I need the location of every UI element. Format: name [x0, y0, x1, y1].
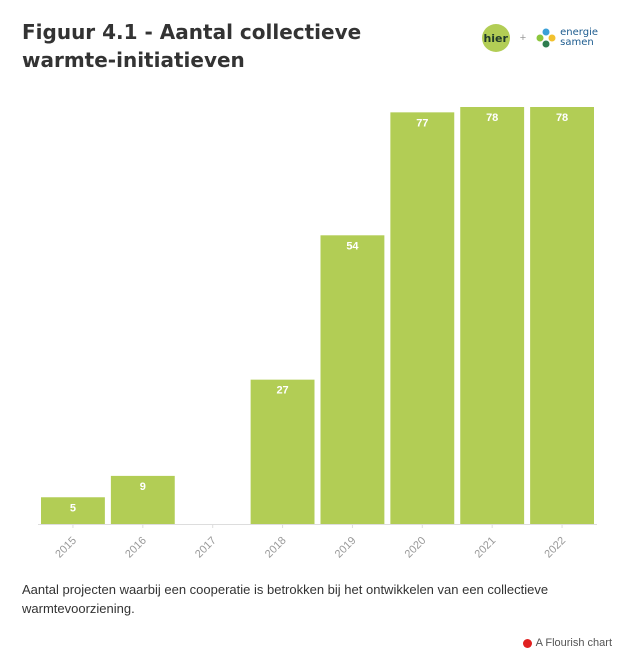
energie-samen-line1: energie — [560, 27, 598, 38]
energie-samen-line2: samen — [560, 37, 594, 48]
hier-logo: hier — [481, 24, 510, 52]
value-label-2016: 9 — [140, 481, 146, 493]
bar-2020[interactable] — [390, 112, 455, 524]
value-label-2021: 78 — [486, 112, 498, 124]
value-label-2019: 54 — [346, 240, 359, 252]
flourish-credit[interactable]: A Flourish chart — [522, 637, 612, 649]
x-tick-label-2016: 2016 — [123, 535, 149, 561]
chart-title: Figuur 4.1 - Aantal collectieve warmte-i… — [22, 20, 362, 72]
value-label-2020: 77 — [416, 117, 428, 129]
value-label-2018: 27 — [276, 385, 288, 397]
bar-2022[interactable] — [530, 107, 594, 524]
x-tick-label-2018: 2018 — [263, 535, 289, 561]
bar-2021[interactable] — [460, 107, 525, 524]
x-tick-label-2019: 2019 — [333, 535, 359, 561]
bar-2019[interactable] — [320, 235, 385, 525]
value-label-2022: 78 — [556, 112, 568, 124]
x-tick-label-2020: 2020 — [403, 535, 429, 561]
bar-2015[interactable] — [41, 497, 105, 524]
flourish-credit-label: A Flourish chart — [535, 637, 612, 649]
energie-samen-icon — [536, 28, 556, 48]
logo-separator: + — [519, 32, 527, 44]
x-tick-label-2021: 2021 — [473, 535, 499, 561]
chart-caption: Aantal projecten waarbij een cooperatie … — [22, 582, 549, 616]
value-label-2015: 5 — [70, 502, 76, 514]
bar-2018[interactable] — [250, 379, 315, 524]
bar-2016[interactable] — [110, 475, 175, 524]
x-tick-label-2017: 2017 — [193, 535, 219, 561]
bar-chart: 5 2015 9 2016 2017 27 2018 54 2019 77 2020 78 2021 78… — [38, 107, 597, 561]
energie-samen-logo: energie samen — [535, 27, 598, 49]
x-tick-label-2015: 2015 — [53, 535, 79, 561]
x-tick-label-2022: 2022 — [542, 535, 568, 561]
flourish-icon — [522, 638, 532, 648]
partner-logos: hier + energie samen — [481, 24, 598, 52]
